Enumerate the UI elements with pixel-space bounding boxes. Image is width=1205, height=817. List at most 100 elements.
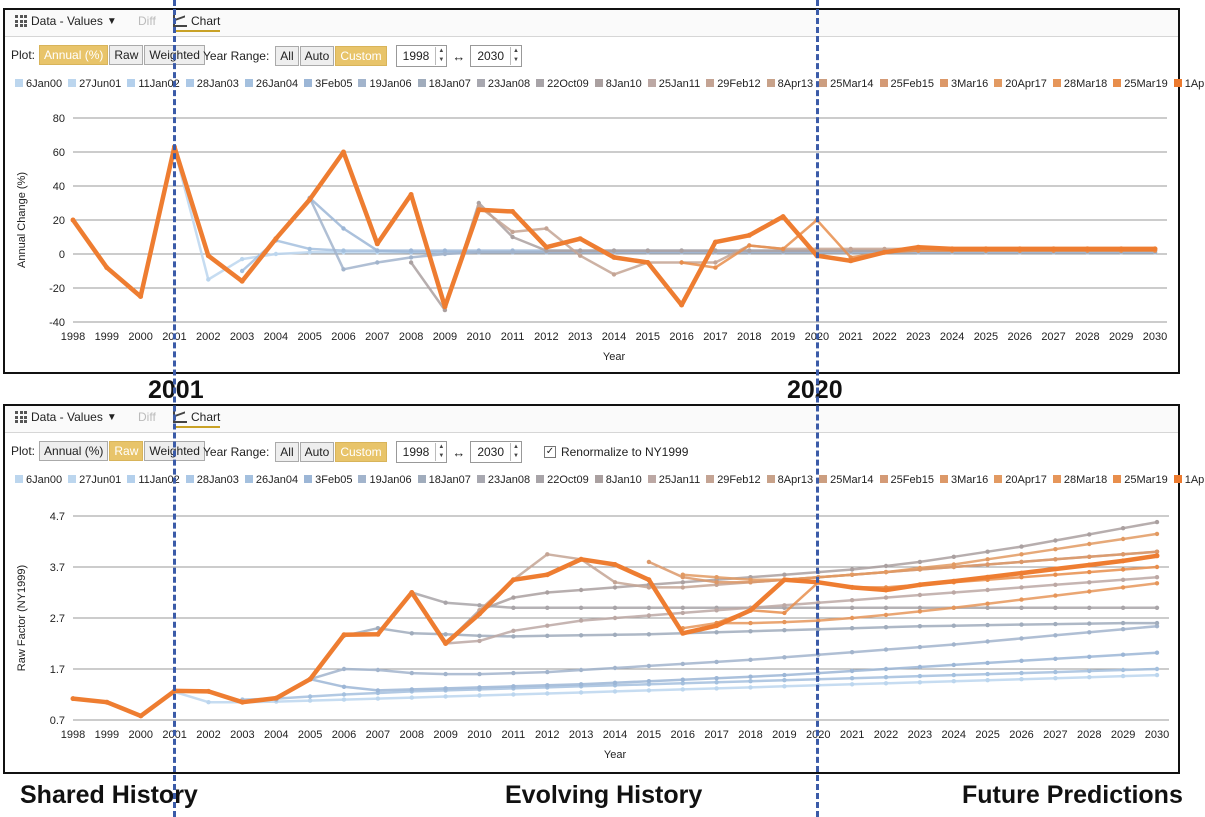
data-point [1019,552,1024,557]
chart-tab[interactable]: Chart [173,410,221,428]
divider-2020-line [816,0,819,817]
range-auto-button[interactable]: Auto [299,46,335,66]
x-tick-label: 2029 [1109,331,1133,343]
legend-item[interactable]: 23Jan08 [476,78,530,90]
legend-item[interactable]: 19Jan06 [358,474,412,486]
range-all-button[interactable]: All [275,442,299,462]
spin-up-icon[interactable]: ▲ [438,444,445,450]
x-tick-label: 2019 [771,331,795,343]
data-point [951,554,956,559]
legend-item[interactable]: 22Oct09 [536,78,589,90]
data-point [646,682,652,687]
legend-item[interactable]: 20Apr17 [994,474,1047,486]
legend-item[interactable]: 25Mar19 [1113,78,1168,90]
legend-item[interactable]: 25Mar14 [819,474,874,486]
range-all-button[interactable]: All [275,46,299,66]
legend-item[interactable]: 25Jan11 [647,474,700,486]
data-point [1019,670,1024,676]
from-year-stepper[interactable]: 1998 ▲ ▼ [395,45,448,67]
x-tick-label: 2010 [467,729,491,741]
legend-swatch [879,475,888,483]
legend-item[interactable]: 1Apr20 [1173,474,1205,486]
legend-item[interactable]: 1Apr20 [1173,78,1205,90]
legend-item[interactable]: 28Mar18 [1052,78,1107,90]
legend-item[interactable]: 18Jan07 [417,474,471,486]
spin-up-icon[interactable]: ▲ [513,48,519,54]
legend-item[interactable]: 3Mar16 [939,474,988,486]
legend-item[interactable]: 8Apr13 [766,474,813,486]
plot-annual-button[interactable]: Annual (%) [39,45,109,65]
legend-item[interactable]: 26Jan04 [244,474,298,486]
data-values-dropdown[interactable]: Data - Values ▼ [15,410,117,424]
data-point [1154,519,1160,525]
legend-item[interactable]: 18Jan07 [417,78,471,90]
diff-tab[interactable]: Diff [138,14,156,28]
x-tick-label: 2004 [264,729,288,741]
range-custom-button[interactable]: Custom [335,442,387,462]
data-point [104,265,110,271]
data-point [646,632,652,637]
data-point [1154,581,1160,586]
data-point [985,605,990,610]
x-tick-label: 2017 [703,331,727,343]
legend-item[interactable]: 25Mar19 [1113,474,1168,486]
to-year-stepper[interactable]: 2030 ▲ ▼ [470,45,522,67]
spin-up-icon[interactable]: ▲ [513,444,519,450]
legend-item[interactable]: 3Mar16 [939,78,988,90]
legend-item[interactable]: 26Jan04 [244,78,298,90]
spin-down-icon[interactable]: ▼ [438,453,445,459]
plot-raw-button[interactable]: Raw [109,441,144,461]
range-custom-button[interactable]: Custom [335,46,387,66]
to-year-stepper[interactable]: 2030 ▲ ▼ [470,441,522,463]
plot-annual-button[interactable]: Annual (%) [39,441,109,461]
legend-item[interactable]: 11Jan02 [127,474,180,486]
legend-item[interactable]: 8Apr13 [766,78,813,90]
legend-item[interactable]: 8Jan10 [594,474,642,486]
legend-item[interactable]: 6Jan00 [15,78,62,90]
legend-item[interactable]: 28Jan03 [185,78,239,90]
legend-item[interactable]: 19Jan06 [358,78,412,90]
data-point [408,255,414,260]
legend-item[interactable]: 25Feb15 [879,78,934,90]
spin-down-icon[interactable]: ▼ [513,453,519,459]
data-point [883,666,889,672]
legend-item[interactable]: 25Feb15 [879,474,934,486]
chart-tab[interactable]: Chart [173,14,221,32]
data-point [577,236,583,242]
spin-down-icon[interactable]: ▼ [513,57,519,63]
legend-item[interactable]: 27Jun01 [68,474,121,486]
plot-raw-button[interactable]: Raw [109,45,144,65]
legend-item[interactable]: 29Feb12 [706,474,761,486]
legend-item[interactable]: 27Jun01 [68,78,121,90]
legend-item[interactable]: 29Feb12 [706,78,761,90]
data-point [1087,668,1092,674]
legend-item[interactable]: 23Jan08 [476,474,530,486]
legend-item[interactable]: 28Jan03 [185,474,239,486]
range-auto-button[interactable]: Auto [299,442,335,462]
data-point [375,626,381,631]
data-point [1019,622,1024,627]
legend-item[interactable]: 28Mar18 [1052,474,1107,486]
spin-down-icon[interactable]: ▼ [438,57,445,63]
data-values-dropdown[interactable]: Data - Values ▼ [15,14,117,28]
annual-change-panel: Data - Values ▼ Diff Chart Plot: Annual … [3,8,1205,374]
legend-item[interactable]: 22Oct09 [536,474,589,486]
legend-item[interactable]: 20Apr17 [994,78,1047,90]
renormalize-checkbox[interactable]: ✓ Renormalize to NY1999 [543,445,688,459]
legend-item[interactable]: 6Jan00 [15,474,62,486]
from-year-stepper[interactable]: 1998 ▲ ▼ [395,441,448,463]
legend-item[interactable]: 8Jan10 [594,78,642,90]
data-point [883,612,889,618]
legend-item[interactable]: 3Feb05 [304,474,352,486]
legend-item[interactable]: 11Jan02 [127,78,180,90]
data-point [1053,557,1058,562]
legend-item[interactable]: 25Mar14 [819,78,874,90]
data-point [680,681,685,686]
data-point [341,226,346,231]
legend-item[interactable]: 25Jan11 [647,78,700,90]
legend-item[interactable]: 3Feb05 [304,78,352,90]
data-point [782,655,787,660]
spin-up-icon[interactable]: ▲ [438,48,445,54]
diff-tab[interactable]: Diff [138,410,156,424]
data-point [273,251,279,257]
